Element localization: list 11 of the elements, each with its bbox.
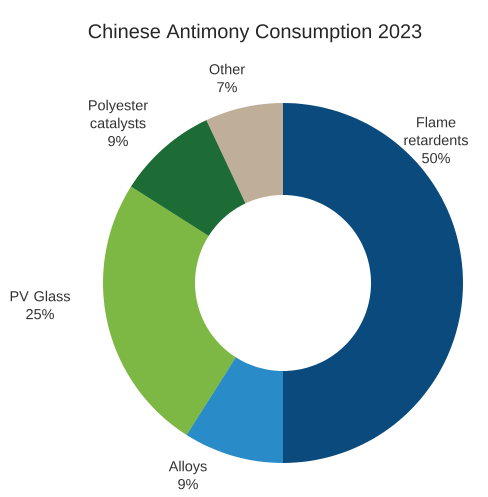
data-label: 9% [178,479,198,490]
slice-label: PV Glass [10,290,70,302]
slice-label: Polyester catalysts [89,100,148,132]
data-label: 25% [26,309,54,320]
slice-label: Other [210,64,245,74]
data-label: 50% [422,152,450,164]
slice-label: Flame retardents [404,116,468,146]
chart-title: Chinese Antimony Consumption 2023 [88,24,422,42]
data-label: 7% [217,82,237,92]
data-label: 9% [108,136,128,146]
slice-label: Alloys [168,460,207,474]
